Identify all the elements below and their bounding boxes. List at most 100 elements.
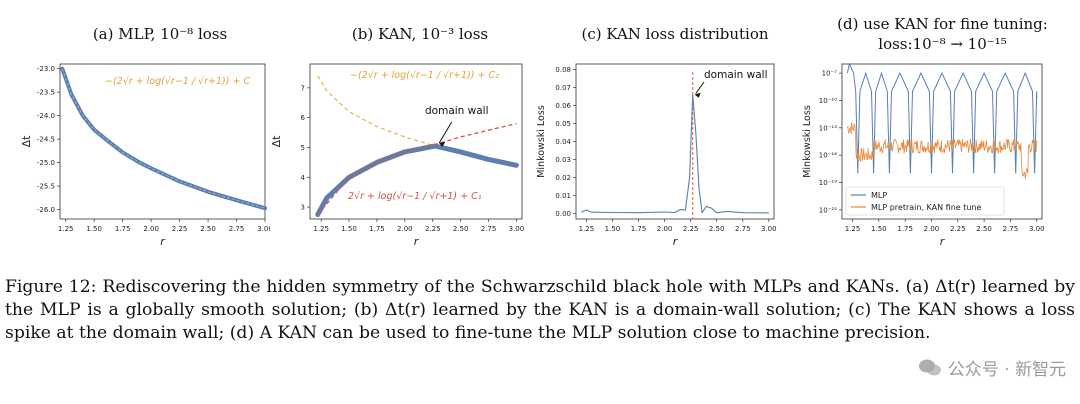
series-mlp-line bbox=[60, 66, 267, 211]
watermark: 公众号 · 新智元 bbox=[918, 355, 1066, 380]
x-tick-label: 1.75 bbox=[369, 225, 385, 233]
x-tick-label: 2.50 bbox=[453, 225, 469, 233]
y-tick-label: 6 bbox=[301, 114, 306, 122]
y-tick-label: 0.01 bbox=[555, 192, 571, 200]
panel-a-title: (a) MLP, 10⁻⁸ loss bbox=[92, 25, 228, 43]
x-tick-label: 2.25 bbox=[950, 225, 966, 233]
y-axis-label: Δt bbox=[20, 135, 33, 148]
series-mlp-dash bbox=[61, 68, 266, 209]
y-tick-label: 0.07 bbox=[555, 84, 571, 92]
domain-wall-arrowhead bbox=[439, 141, 446, 147]
x-tick-label: 2.00 bbox=[397, 225, 413, 233]
y-tick-label: -24.5 bbox=[37, 136, 55, 144]
plot-frame bbox=[309, 63, 523, 220]
x-tick-label: 3.00 bbox=[1029, 225, 1045, 233]
plot-frame bbox=[841, 63, 1043, 220]
panel-d-title: (d) use KAN for fine tuning: loss:10⁻⁸ →… bbox=[820, 14, 1065, 54]
x-tick-label: 1.25 bbox=[58, 225, 74, 233]
x-tick-label: 2.00 bbox=[924, 225, 940, 233]
x-tick-label: 2.75 bbox=[735, 225, 751, 233]
y-tick-label: 7 bbox=[301, 84, 305, 92]
x-tick-label: 2.25 bbox=[683, 225, 699, 233]
panel-b-title: (b) KAN, 10⁻³ loss bbox=[351, 25, 489, 43]
x-tick-label: 1.50 bbox=[871, 225, 887, 233]
x-tick-label: 3.00 bbox=[761, 225, 777, 233]
watermark-text: 公众号 · 新智元 bbox=[947, 360, 1066, 380]
x-tick-label: 2.75 bbox=[229, 225, 245, 233]
caption-label: Figure 12: bbox=[5, 277, 97, 297]
y-tick-label: -23.5 bbox=[37, 89, 55, 97]
x-tick-label: 1.50 bbox=[86, 225, 102, 233]
annotation-domain-wall: domain wall bbox=[425, 105, 489, 117]
y-tick-label: -25.0 bbox=[37, 159, 55, 167]
chart-d: 1.25 1.50 1.75 2.00 2.25 2.50 2.75 3.00 10⁻⁷ 10⁻¹… bbox=[802, 62, 1045, 248]
series-kan-line bbox=[315, 143, 519, 217]
wechat-icon bbox=[918, 359, 941, 375]
x-tick-label: 2.25 bbox=[172, 225, 188, 233]
y-tick-label: -25.5 bbox=[37, 183, 55, 191]
panel-c-title: (c) KAN loss distribution bbox=[581, 25, 769, 43]
y-tick-label: 0.02 bbox=[555, 174, 571, 182]
x-tick-label: 1.25 bbox=[579, 225, 595, 233]
x-tick-label: 2.50 bbox=[976, 225, 992, 233]
x-tick-label: 2.50 bbox=[200, 225, 216, 233]
y-axis-label: Δt bbox=[272, 135, 283, 148]
y-tick-label: 0.06 bbox=[555, 102, 571, 110]
y-tick-label: 10⁻²² bbox=[819, 206, 837, 214]
series-branch1-dashed bbox=[317, 122, 517, 215]
x-tick-label: 2.75 bbox=[1003, 225, 1019, 233]
legend-label-mlp: MLP bbox=[871, 191, 887, 200]
y-tick-label: 10⁻⁷ bbox=[822, 70, 838, 78]
x-tick-label: 1.75 bbox=[115, 225, 131, 233]
annotation-domain-wall: domain wall bbox=[704, 69, 768, 81]
x-axis-label: r bbox=[160, 235, 166, 248]
y-tick-label: 3 bbox=[301, 204, 305, 212]
y-tick-label: 0.03 bbox=[555, 156, 571, 164]
y-tick-label: 0.05 bbox=[555, 120, 571, 128]
x-axis-label: r bbox=[940, 235, 946, 248]
legend-label-finetune: MLP pretrain, KAN fine tune bbox=[871, 203, 982, 212]
x-tick-label: 3.00 bbox=[257, 225, 270, 233]
caption-text: Rediscovering the hidden symmetry of the… bbox=[5, 277, 1076, 343]
chart-b: 1.25 1.50 1.75 2.00 2.25 2.50 2.75 3.00 3 4 5 6 7 r Δt… bbox=[272, 63, 525, 248]
plot-frame bbox=[575, 63, 775, 220]
x-tick-label: 3.00 bbox=[509, 225, 525, 233]
chart-c: 1.25 1.50 1.75 2.00 2.25 2.50 2.75 3.00 0.00 0.01… bbox=[536, 63, 777, 248]
y-tick-label: 5 bbox=[301, 144, 305, 152]
y-tick-label: -24.0 bbox=[37, 112, 55, 120]
annotation-formula: −(2√r + log(√r−1 / √r+1)) + C bbox=[105, 76, 250, 87]
plot-frame bbox=[59, 63, 266, 220]
y-tick-label: 10⁻¹⁰ bbox=[819, 97, 837, 105]
y-tick-label: 4 bbox=[301, 174, 306, 182]
x-tick-label: 1.75 bbox=[631, 225, 647, 233]
legend-box bbox=[845, 186, 1005, 216]
annotation-formula-c2: −(2√r + log(√r−1 / √r+1)) + C₂ bbox=[350, 70, 499, 81]
y-tick-label: 10⁻¹⁹ bbox=[819, 179, 837, 187]
x-axis-label: r bbox=[414, 235, 420, 248]
y-tick-label: 0.08 bbox=[555, 66, 571, 74]
y-tick-label: 0.04 bbox=[555, 138, 571, 146]
x-tick-label: 1.75 bbox=[897, 225, 913, 233]
panel-d-title-line1: (d) use KAN for fine tuning: bbox=[837, 15, 1048, 33]
x-axis-label: r bbox=[673, 235, 679, 248]
domain-wall-arrowhead bbox=[694, 92, 701, 98]
x-tick-label: 2.75 bbox=[481, 225, 497, 233]
y-tick-label: -23.0 bbox=[37, 65, 55, 73]
x-tick-label: 1.25 bbox=[313, 225, 329, 233]
y-tick-label: 10⁻¹⁶ bbox=[819, 152, 837, 160]
x-tick-label: 1.50 bbox=[341, 225, 357, 233]
domain-wall-arrow bbox=[695, 81, 705, 94]
series-finetune-line bbox=[846, 122, 1038, 179]
domain-wall-arrow bbox=[438, 121, 453, 144]
series-branch2-dashed bbox=[317, 75, 436, 147]
x-tick-label: 2.50 bbox=[709, 225, 725, 233]
x-tick-label: 2.00 bbox=[143, 225, 159, 233]
series-loss-line bbox=[580, 94, 769, 214]
chart-a: 1.25 1.50 1.75 2.00 2.25 2.50 2.75 3.00 -23.0 -23… bbox=[20, 63, 270, 248]
y-tick-label: -26.0 bbox=[37, 206, 55, 214]
x-tick-label: 2.25 bbox=[425, 225, 441, 233]
y-tick-label: 0.00 bbox=[555, 210, 571, 218]
annotation-formula-c1: 2√r + log(√r−1 / √r+1) + C₁ bbox=[348, 191, 482, 202]
figure-caption: Figure 12: Rediscovering the hidden symm… bbox=[5, 276, 1075, 345]
series-mlp-line bbox=[846, 62, 1038, 174]
